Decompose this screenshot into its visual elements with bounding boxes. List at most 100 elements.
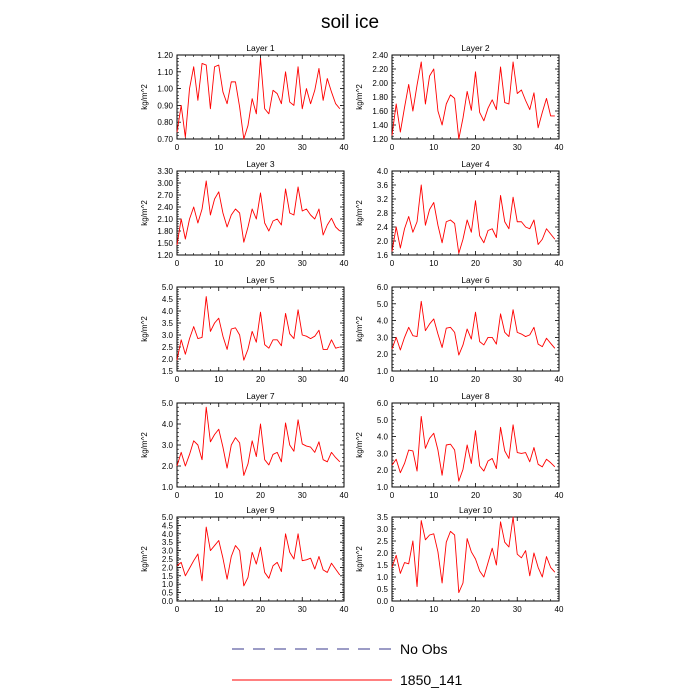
legend-label-1850-141: 1850_141: [400, 672, 463, 688]
x-tick-label: 40: [340, 375, 349, 384]
x-tick-label: 20: [471, 259, 480, 268]
series-line-1850-141: [176, 406, 341, 476]
panel-title: Layer 6: [461, 275, 490, 285]
x-tick-label: 0: [175, 491, 180, 500]
y-tick-label: 6.0: [377, 399, 389, 408]
x-tick-label: 30: [298, 259, 307, 268]
x-tick-label: 20: [471, 605, 480, 614]
x-tick-label: 40: [340, 143, 349, 152]
y-tick-label: 1.20: [157, 51, 173, 60]
panel-layer-3: Layer 3 1.20 1.50 1.80 2.10 2.40 2.70 3.00 3.30 0…: [140, 159, 349, 268]
y-tick-label: 2.20: [372, 65, 388, 74]
x-tick-label: 0: [390, 143, 395, 152]
y-tick-label: 0.80: [157, 118, 173, 127]
y-tick-label: 0.0: [377, 597, 389, 606]
x-tick-label: 10: [429, 143, 438, 152]
y-axis-label: kg/m^2: [140, 432, 149, 458]
y-tick-label: 3.0: [162, 547, 174, 556]
y-tick-label: 1.0: [377, 483, 389, 492]
figure-title: soil ice: [321, 12, 379, 33]
y-tick-label: 1.6: [377, 251, 389, 260]
y-axis-label: kg/m^2: [140, 200, 149, 226]
y-tick-label: 2.70: [157, 191, 173, 200]
y-tick-label: 1.80: [157, 227, 173, 236]
y-tick-label: 2.10: [157, 215, 173, 224]
plot-frame: [176, 170, 345, 256]
panel-layer-1: Layer 1 0.70 0.80 0.90 1.00 1.10 1.20 0 10 20 30 40…: [140, 43, 349, 152]
y-tick-label: 3.5: [162, 319, 174, 328]
x-tick-label: 30: [298, 605, 307, 614]
series-line-1850-141: [391, 184, 556, 254]
y-tick-label: 3.2: [377, 195, 389, 204]
y-tick-label: 1.5: [377, 561, 389, 570]
x-tick-label: 10: [214, 375, 223, 384]
x-tick-label: 40: [555, 375, 564, 384]
x-tick-label: 0: [390, 259, 395, 268]
x-tick-label: 0: [175, 143, 180, 152]
plot-frame: [391, 402, 560, 488]
x-tick-label: 30: [513, 491, 522, 500]
x-tick-label: 0: [390, 491, 395, 500]
panel-title: Layer 2: [461, 43, 490, 53]
x-tick-label: 20: [256, 143, 265, 152]
y-tick-label: 2.5: [162, 555, 174, 564]
y-tick-label: 2.5: [162, 343, 174, 352]
x-tick-label: 30: [513, 143, 522, 152]
x-tick-label: 0: [175, 605, 180, 614]
x-tick-label: 10: [429, 491, 438, 500]
legend-label-no-obs: No Obs: [400, 641, 447, 657]
x-tick-label: 0: [390, 605, 395, 614]
y-tick-label: 2.00: [372, 79, 388, 88]
series-line-1850-141: [391, 516, 556, 594]
plot-frame: [391, 170, 560, 256]
y-tick-label: 1.00: [157, 85, 173, 94]
x-tick-label: 30: [298, 491, 307, 500]
y-tick-label: 1.50: [157, 239, 173, 248]
panel-layer-10: Layer 10 0.0 0.5 1.0 1.5 2.0 2.5 3.0 3.5 0 10 20 30 4…: [355, 505, 564, 614]
y-tick-label: 3.6: [377, 181, 389, 190]
y-tick-label: 1.10: [157, 68, 173, 77]
y-tick-label: 2.5: [377, 537, 389, 546]
x-tick-label: 40: [340, 491, 349, 500]
y-tick-label: 0.5: [377, 585, 389, 594]
y-tick-label: 1.5: [162, 367, 174, 376]
y-tick-label: 2.0: [377, 549, 389, 558]
panel-title: Layer 8: [461, 391, 490, 401]
panel-title: Layer 9: [246, 505, 275, 515]
series-line-1850-141: [176, 296, 340, 361]
y-axis-label: kg/m^2: [140, 316, 149, 342]
y-tick-label: 4.0: [377, 317, 389, 326]
y-tick-label: 2.0: [162, 462, 174, 471]
plot-frame: [176, 54, 345, 140]
series-line-1850-141: [391, 415, 556, 482]
y-tick-label: 1.5: [162, 572, 174, 581]
y-tick-label: 6.0: [377, 283, 389, 292]
y-tick-label: 4.5: [162, 521, 174, 530]
x-tick-label: 10: [214, 605, 223, 614]
x-tick-label: 10: [214, 491, 223, 500]
series-line-1850-141: [391, 61, 555, 140]
chart-panels: Layer 10.700.800.901.001.101.200 10 20 30 40…: [140, 43, 564, 614]
y-tick-label: 2.0: [162, 563, 174, 572]
y-tick-label: 5.0: [162, 513, 174, 522]
y-tick-label: 1.0: [377, 367, 389, 376]
y-tick-label: 3.5: [162, 538, 174, 547]
y-tick-label: 4.0: [162, 307, 174, 316]
y-tick-label: 0.0: [162, 597, 174, 606]
y-tick-label: 1.0: [377, 573, 389, 582]
y-tick-label: 1.0: [162, 483, 174, 492]
plot-frame: [176, 516, 345, 602]
y-tick-label: 2.0: [377, 237, 389, 246]
x-tick-label: 20: [256, 491, 265, 500]
y-tick-label: 3.5: [377, 513, 389, 522]
y-axis-label: kg/m^2: [355, 432, 364, 458]
panel-title: Layer 5: [246, 275, 275, 285]
y-tick-label: 1.20: [372, 135, 388, 144]
y-axis-label: kg/m^2: [355, 84, 364, 110]
series-line-1850-141: [391, 300, 556, 356]
series-line-1850-141: [176, 180, 341, 246]
y-tick-label: 4.5: [162, 295, 174, 304]
x-tick-label: 30: [513, 259, 522, 268]
y-tick-label: 3.00: [157, 179, 173, 188]
x-tick-label: 20: [471, 143, 480, 152]
